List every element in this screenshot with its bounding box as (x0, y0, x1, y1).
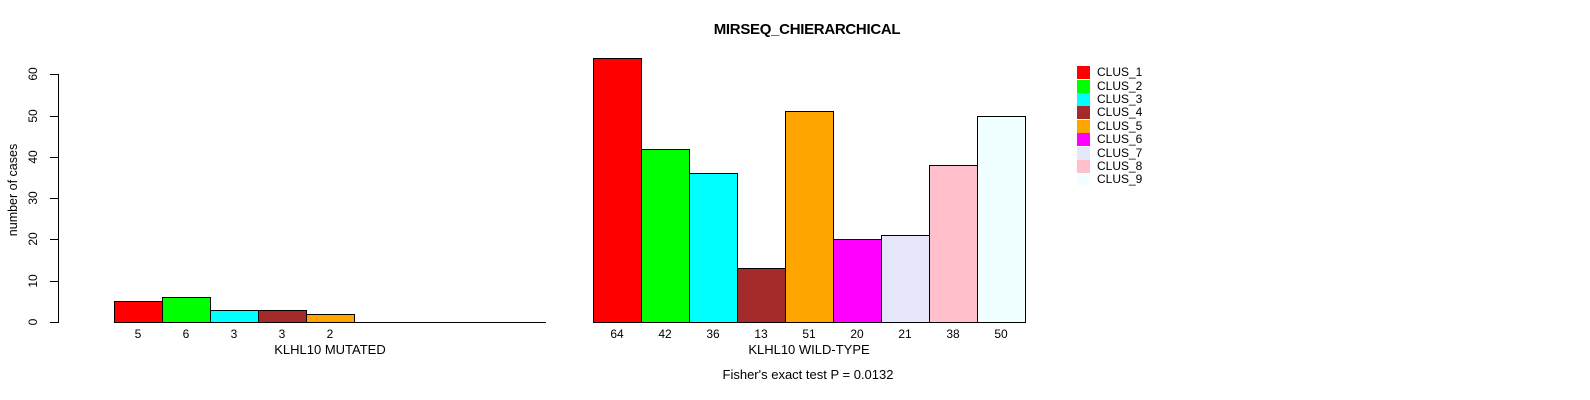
fisher-test-note: Fisher's exact test P = 0.0132 (722, 367, 894, 382)
legend-item: CLUS_8 (1077, 158, 1143, 173)
bar-value-label: 5 (134, 327, 142, 341)
y-tick-label: 50 (26, 108, 40, 123)
y-tick (50, 239, 59, 241)
y-tick (50, 156, 59, 158)
legend-label: CLUS_7 (1097, 145, 1143, 160)
bar-clus_3 (210, 309, 259, 323)
bar-value-label: 13 (754, 327, 768, 341)
legend-swatch (1077, 119, 1090, 133)
bar-clus_7 (881, 235, 930, 323)
legend-swatch (1077, 146, 1090, 160)
y-tick-label: 40 (26, 150, 40, 164)
bar-clus_1 (114, 301, 163, 323)
bar-value-label: 50 (994, 327, 1008, 341)
bar-value-label: 36 (706, 327, 720, 341)
y-tick (50, 322, 59, 323)
bar-value-label: 6 (182, 327, 190, 341)
y-axis-title: number of cases (6, 143, 20, 237)
legend-item: CLUS_1 (1077, 65, 1143, 80)
bar-clus_5 (785, 111, 834, 323)
legend-swatch (1077, 79, 1090, 93)
y-tick-label: 0 (26, 318, 40, 326)
legend-label: CLUS_3 (1097, 91, 1143, 106)
legend-item: CLUS_4 (1077, 105, 1143, 120)
legend-item: CLUS_6 (1077, 132, 1143, 147)
legend-label: CLUS_6 (1097, 132, 1143, 147)
bar-value-label: 20 (850, 327, 864, 341)
bar-clus_6 (833, 239, 882, 323)
y-tick (50, 198, 59, 200)
bar-value-label: 2 (326, 327, 334, 341)
legend-swatch (1077, 173, 1090, 187)
legend-item: CLUS_2 (1077, 78, 1143, 93)
bar-value-label: 3 (230, 327, 238, 341)
legend-swatch (1077, 92, 1090, 106)
bar-clus_1 (593, 57, 642, 323)
legend-swatch (1077, 133, 1090, 147)
bar-value-label: 38 (946, 327, 960, 341)
bar-clus_5 (306, 313, 355, 323)
bar-value-label: 21 (898, 327, 912, 341)
legend-label: CLUS_5 (1097, 118, 1143, 133)
legend-item: CLUS_9 (1077, 172, 1143, 187)
bar-clus_3 (689, 173, 738, 323)
bar-clus_2 (162, 297, 211, 323)
legend-item: CLUS_3 (1077, 91, 1143, 106)
legend: CLUS_1 CLUS_2 CLUS_3 CLUS_4 CLUS_5 CLUS_6 CLUS… (1077, 66, 1142, 187)
bar-value-label: 64 (610, 327, 624, 341)
bar-value-label: 42 (658, 327, 672, 341)
legend-label: CLUS_4 (1097, 105, 1143, 120)
legend-label: CLUS_8 (1097, 158, 1143, 173)
y-tick (50, 115, 59, 117)
x-axis-label: KLHL10 MUTATED (274, 342, 386, 357)
y-tick-label: 10 (26, 274, 40, 288)
bar-clus_9 (977, 115, 1026, 323)
chart-title: MIRSEQ_CHIERARCHICAL (713, 21, 901, 38)
legend-swatch (1077, 106, 1090, 120)
bar-clus_2 (641, 148, 690, 323)
bar-value-label: 51 (802, 327, 816, 341)
legend-item: CLUS_5 (1077, 118, 1143, 133)
bar-clus_4 (258, 309, 307, 323)
x-axis-label: KLHL10 WILD-TYPE (748, 342, 870, 357)
y-tick-label: 30 (26, 191, 40, 205)
legend-swatch (1077, 66, 1090, 80)
y-tick-label: 60 (26, 67, 40, 81)
legend-label: CLUS_2 (1097, 78, 1143, 93)
legend-label: CLUS_1 (1097, 65, 1143, 80)
bar-clus_4 (737, 268, 786, 323)
bar-value-label: 3 (278, 327, 286, 341)
y-tick (50, 74, 59, 76)
legend-swatch (1077, 159, 1090, 173)
legend-item: CLUS_7 (1077, 145, 1143, 160)
legend-label: CLUS_9 (1097, 172, 1143, 187)
bar-clus_8 (929, 165, 978, 323)
y-tick (50, 280, 59, 282)
y-tick-label: 20 (26, 232, 40, 247)
